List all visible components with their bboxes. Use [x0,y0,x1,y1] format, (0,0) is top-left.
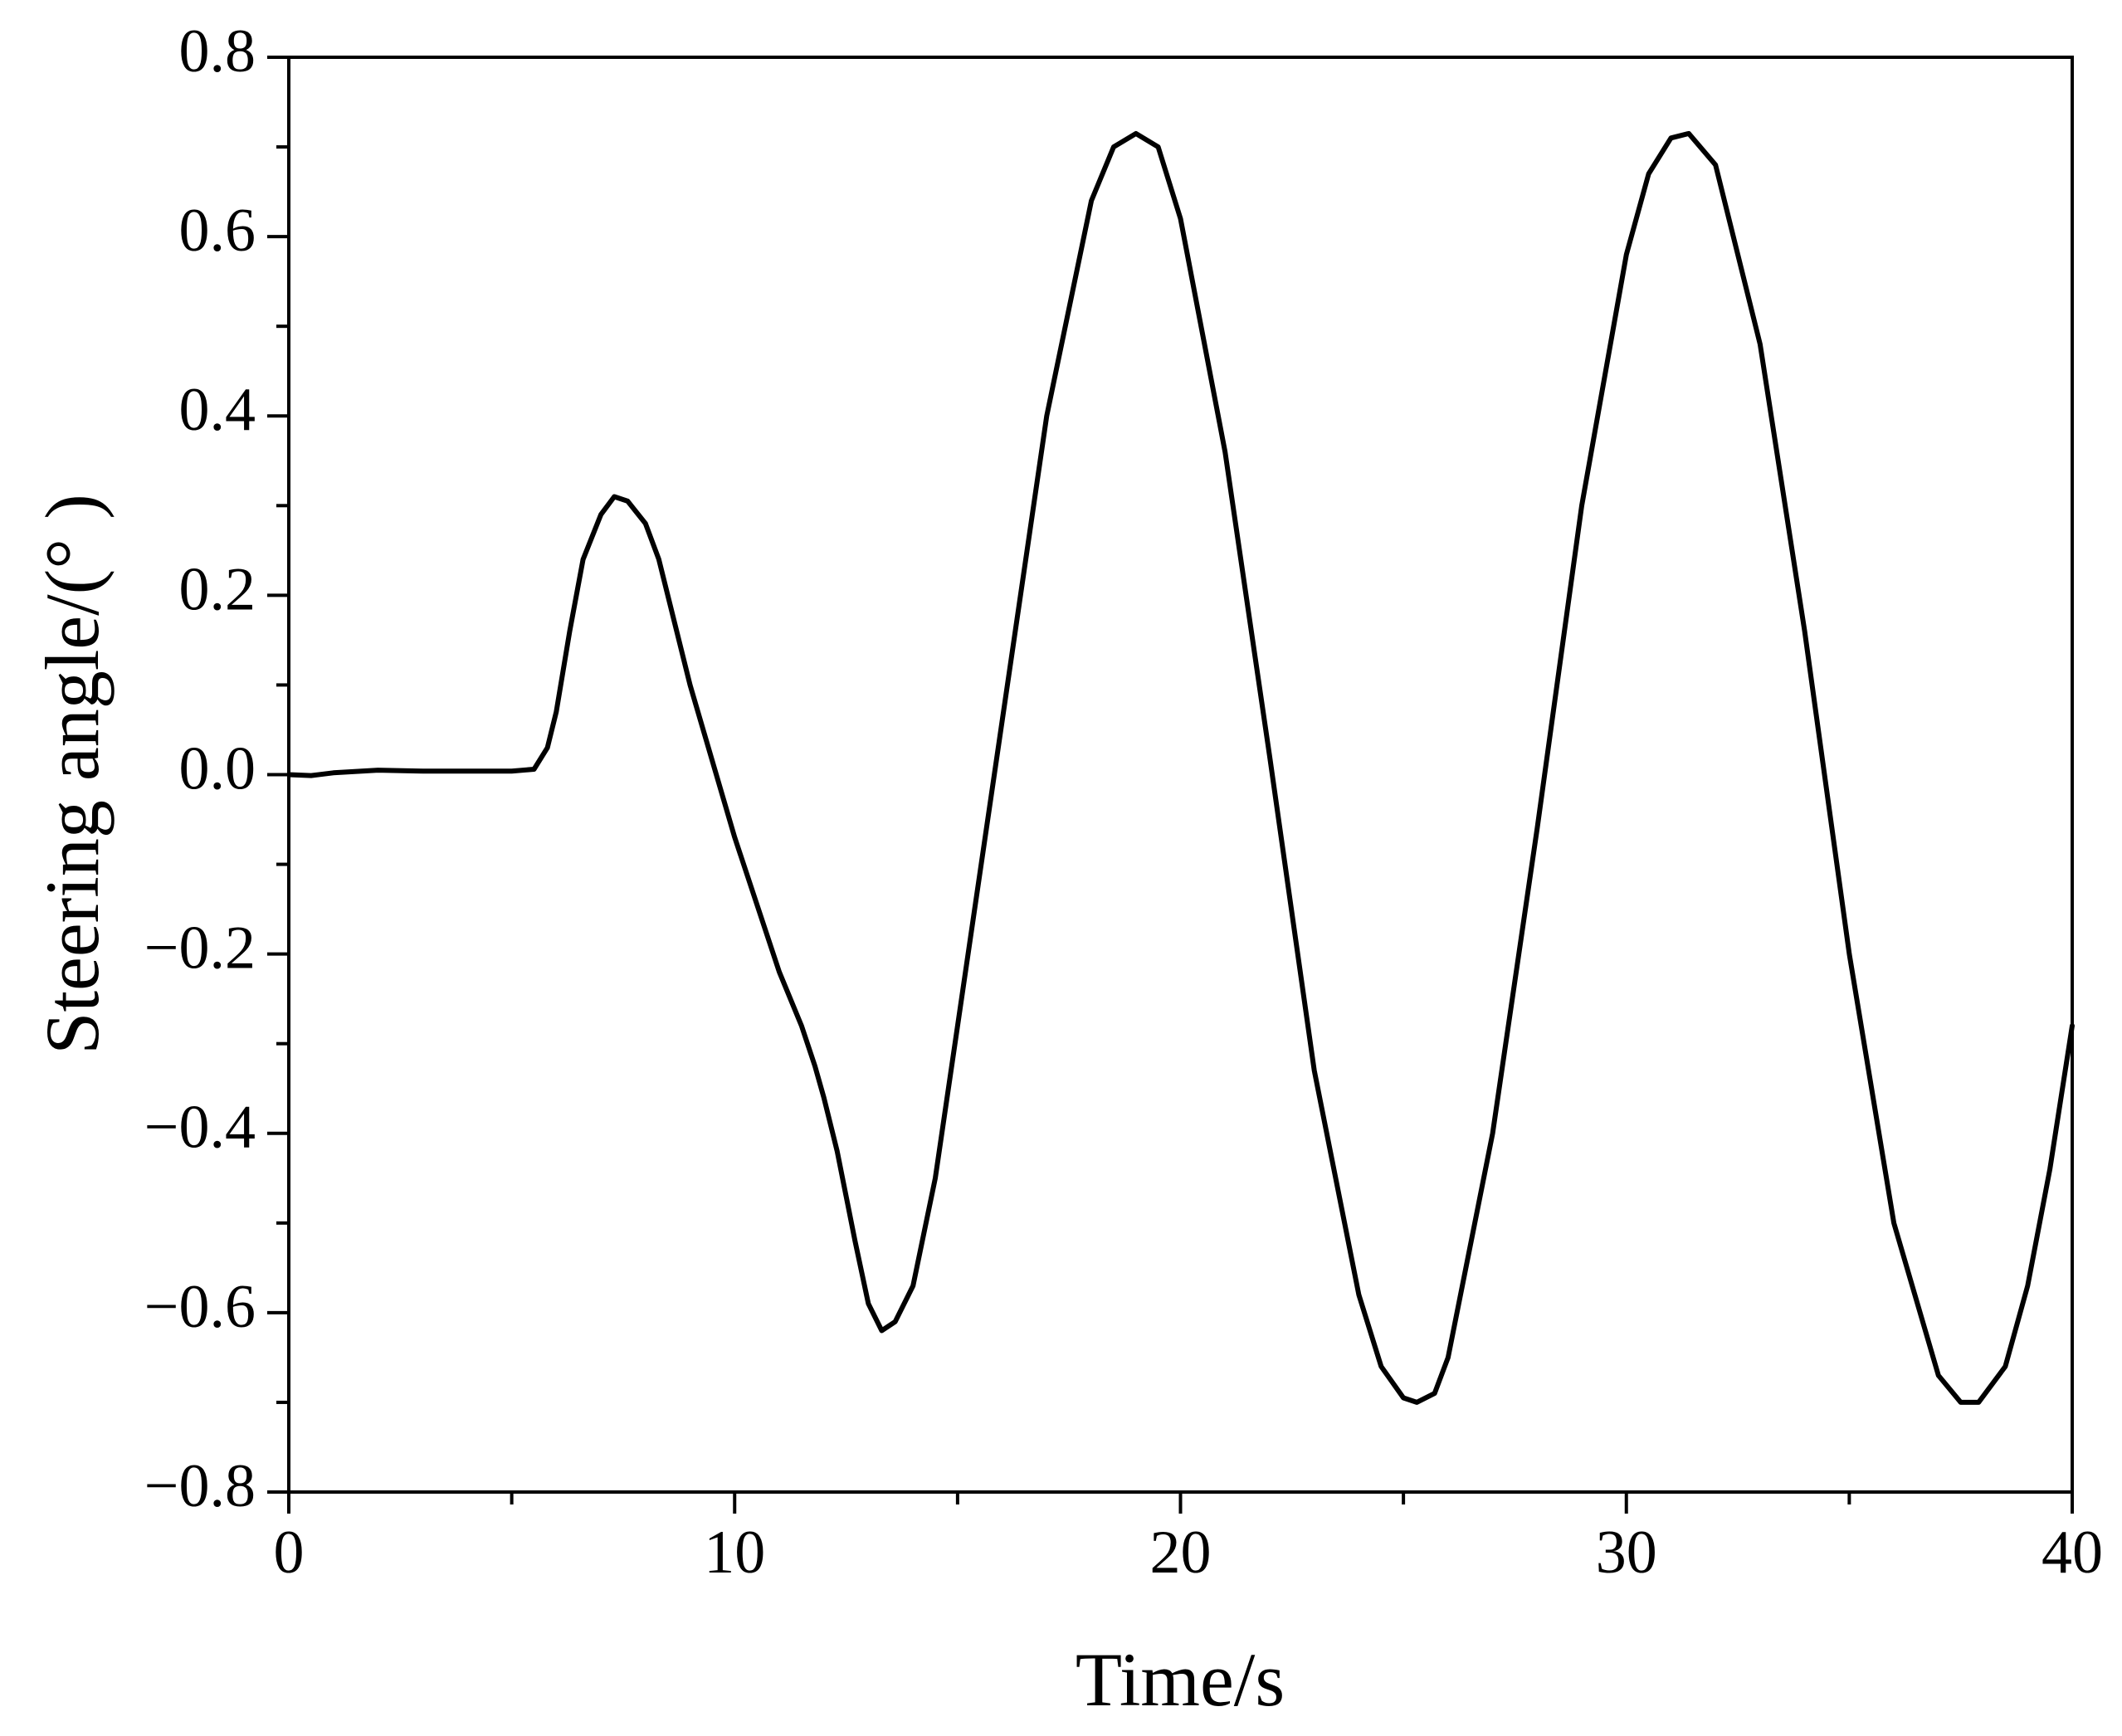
y-tick-label: 0.8 [179,17,256,85]
x-tick-label: 0 [274,1519,305,1587]
y-tick-label: 0.6 [179,197,256,265]
plot-frame [287,56,2074,1494]
y-tick-label: 0.4 [179,376,256,444]
data-line [286,130,2075,1405]
x-axis-label: Time/s [1076,1637,1285,1722]
y-axis-label: Steering angle/(° ) [30,494,115,1054]
y-tick-label: 0.2 [179,555,256,623]
x-tick-label: 40 [2042,1519,2103,1587]
y-tick-label: −0.8 [144,1452,256,1520]
x-tick-label: 10 [704,1519,765,1587]
y-tick-label: 0.0 [179,734,256,802]
y-tick-label: −0.2 [144,914,256,983]
x-tick-label: 20 [1150,1519,1212,1587]
y-tick-label: −0.4 [144,1094,256,1162]
y-tick-label: −0.6 [144,1273,256,1341]
x-tick-label: 30 [1596,1519,1657,1587]
